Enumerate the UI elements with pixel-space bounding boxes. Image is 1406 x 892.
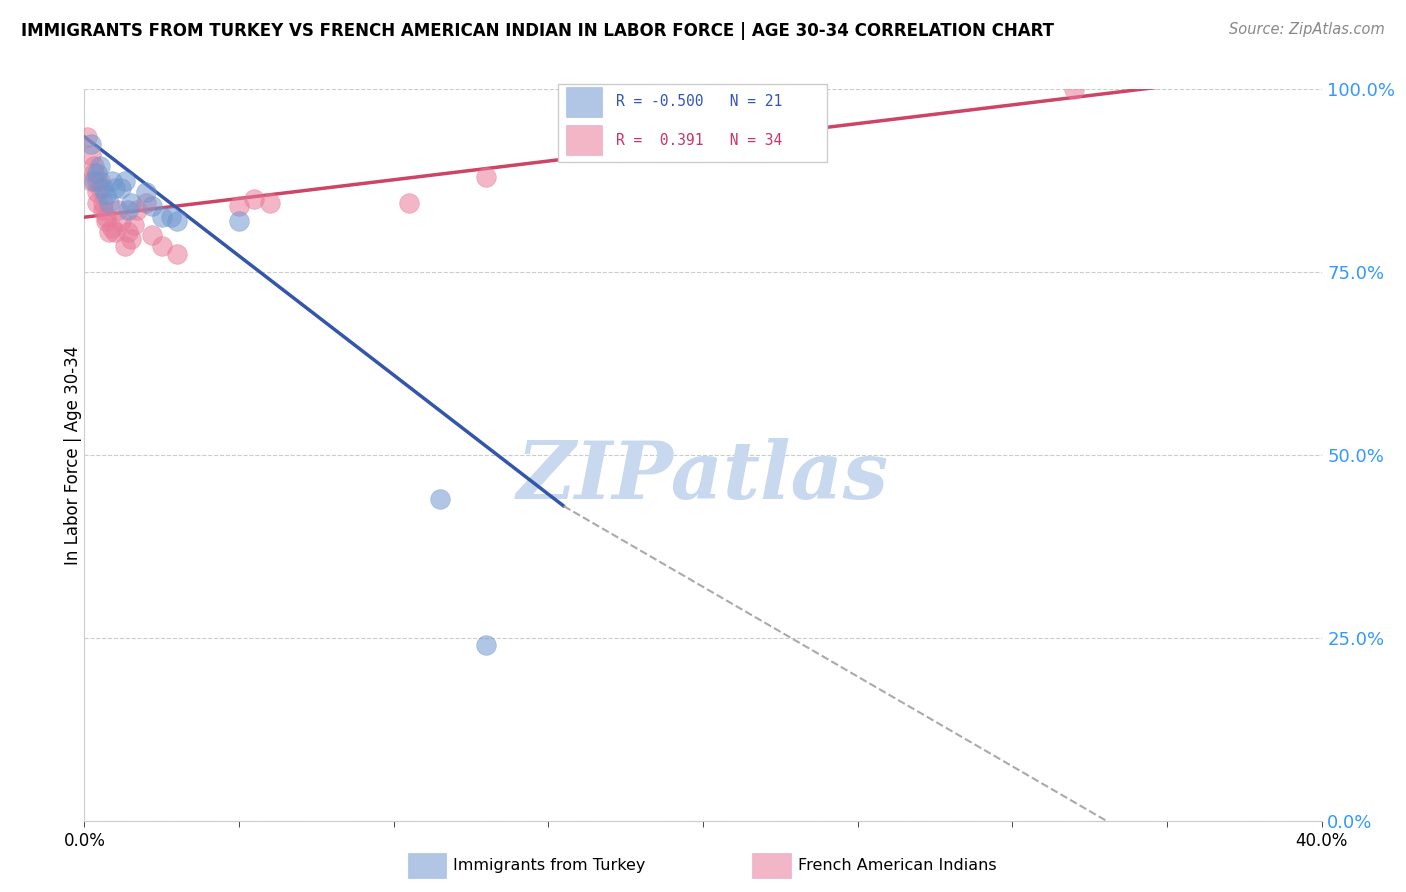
Point (104, 225, 127, 239)
Point (135, 195, 157, 210)
Point (135, 185, 157, 199)
Point (89, 181, 111, 195)
Y-axis label: In Labor Force | Age 30-34: In Labor Force | Age 30-34 (65, 345, 82, 565)
Point (475, 169, 498, 184)
Point (114, 173, 136, 188)
Point (429, 491, 451, 506)
Point (1063, 82, 1085, 96)
Point (117, 202, 139, 217)
Point (120, 195, 142, 210)
Point (94, 211, 117, 225)
Point (79, 173, 101, 188)
Point (89, 159, 111, 173)
Point (120, 232, 142, 246)
Point (125, 202, 148, 217)
FancyBboxPatch shape (567, 125, 602, 155)
Point (94, 214, 117, 228)
Point (117, 225, 139, 239)
Point (83, 173, 105, 188)
Point (79, 136, 101, 151)
FancyBboxPatch shape (408, 853, 447, 878)
Point (98, 195, 121, 210)
FancyBboxPatch shape (752, 853, 790, 878)
Point (91, 202, 114, 217)
Point (94, 188, 117, 202)
FancyBboxPatch shape (558, 84, 827, 161)
Point (110, 181, 132, 195)
Point (122, 218, 145, 232)
Point (83, 159, 105, 173)
Point (89, 173, 111, 188)
Point (160, 211, 183, 225)
Point (475, 638, 498, 652)
Point (79, 148, 101, 162)
Point (228, 214, 250, 228)
Point (76, 129, 98, 144)
FancyBboxPatch shape (567, 87, 602, 117)
Point (141, 228, 163, 243)
Point (86, 195, 108, 210)
Point (243, 192, 266, 206)
Point (398, 195, 420, 210)
Point (91, 181, 114, 195)
Point (166, 214, 188, 228)
Text: R =  0.391   N = 34: R = 0.391 N = 34 (616, 133, 782, 147)
Text: R = -0.500   N = 21: R = -0.500 N = 21 (616, 95, 782, 110)
Point (98, 225, 121, 239)
Point (259, 195, 281, 210)
Text: IMMIGRANTS FROM TURKEY VS FRENCH AMERICAN INDIAN IN LABOR FORCE | AGE 30-34 CORR: IMMIGRANTS FROM TURKEY VS FRENCH AMERICA… (21, 22, 1054, 40)
Point (114, 239, 136, 253)
Point (86, 166, 108, 180)
Point (104, 181, 127, 195)
Text: ZIPatlas: ZIPatlas (517, 438, 889, 516)
Point (101, 173, 124, 188)
Point (150, 239, 173, 253)
Point (228, 199, 250, 213)
Point (83, 166, 105, 180)
Text: French American Indians: French American Indians (799, 858, 997, 872)
Point (86, 173, 108, 188)
Point (107, 202, 129, 217)
Point (141, 199, 163, 213)
Point (101, 221, 124, 235)
Text: Source: ZipAtlas.com: Source: ZipAtlas.com (1229, 22, 1385, 37)
Point (91, 195, 114, 210)
Point (166, 246, 188, 260)
Point (86, 185, 108, 199)
Point (110, 214, 132, 228)
Point (150, 211, 173, 225)
Text: Immigrants from Turkey: Immigrants from Turkey (453, 858, 645, 872)
